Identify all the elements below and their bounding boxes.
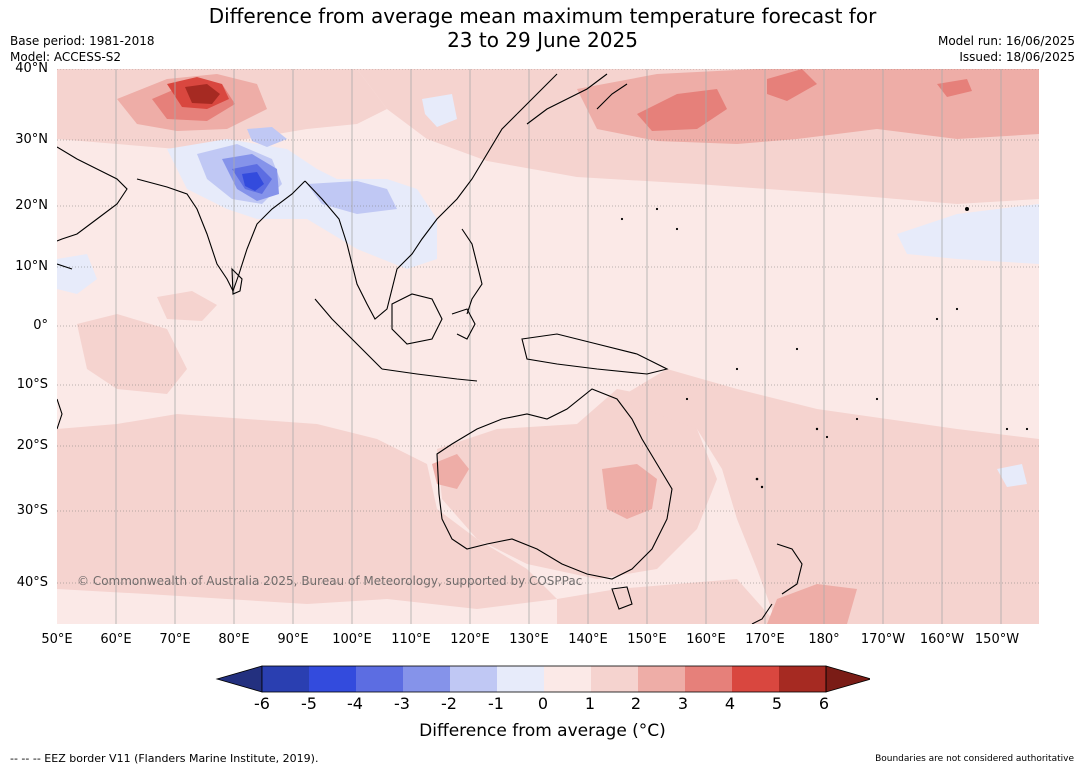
colorbar-segment <box>497 666 544 692</box>
lat-label-40s: 40°S <box>16 575 48 590</box>
colorbar-tick-m1: -1 <box>488 694 504 713</box>
colorbar-segment <box>309 666 356 692</box>
lon-label-160w: 160°W <box>919 632 965 647</box>
lon-label-50e: 50°E <box>41 632 73 647</box>
colorbar-extend-low <box>215 665 263 693</box>
lat-label-10s: 10°S <box>16 377 48 392</box>
lon-label-160e: 160°E <box>686 632 726 647</box>
map-title-line2: 23 to 29 June 2025 <box>447 28 638 52</box>
base-period: Base period: 1981-2018 <box>10 34 155 48</box>
colorbar-tick-6: 6 <box>818 694 830 713</box>
lon-label-120e: 120°E <box>450 632 490 647</box>
eez-border-note: -- -- -- EEZ border V11 (Flanders Marine… <box>10 752 319 765</box>
colorbar-segment <box>685 666 732 692</box>
colorbar-tick-m2: -2 <box>441 694 457 713</box>
lat-label-20s: 20°S <box>16 438 48 453</box>
lat-label-equator: 0° <box>33 318 48 333</box>
longitude-gridlines <box>115 69 1002 624</box>
lat-label-10n: 10°N <box>15 259 48 274</box>
lon-label-70e: 70°E <box>159 632 191 647</box>
anomaly-map <box>57 69 1039 624</box>
colorbar-segment <box>779 666 826 692</box>
lon-label-130e: 130°E <box>509 632 549 647</box>
lon-label-90e: 90°E <box>277 632 309 647</box>
lon-label-170w: 170°W <box>860 632 906 647</box>
colorbar-tick-5: 5 <box>771 694 783 713</box>
colorbar-segment <box>262 666 309 692</box>
colorbar-tick-m5: -5 <box>301 694 317 713</box>
colorbar-segment <box>732 666 779 692</box>
anomaly-zone-5-6 <box>185 84 220 104</box>
lon-label-150e: 150°E <box>627 632 667 647</box>
model-run: Model run: 16/06/2025 <box>937 34 1075 48</box>
lon-label-100e: 100°E <box>332 632 372 647</box>
coastlines <box>57 73 803 624</box>
colorbar-tick-m3: -3 <box>394 694 410 713</box>
colorbar-tick-2: 2 <box>630 694 642 713</box>
colorbar-segments <box>215 665 870 693</box>
lon-label-110e: 110°E <box>391 632 431 647</box>
colorbar-segment <box>450 666 497 692</box>
colorbar-tick-4: 4 <box>724 694 736 713</box>
lon-label-150w: 150°W <box>974 632 1020 647</box>
lat-label-30s: 30°S <box>16 503 48 518</box>
colorbar-tick-m6: -6 <box>254 694 270 713</box>
colorbar-segment <box>356 666 403 692</box>
colorbar-border <box>261 665 827 693</box>
colorbar-tick-3: 3 <box>677 694 689 713</box>
lon-label-170e: 170°E <box>745 632 785 647</box>
map-title: Difference from average mean maximum tem… <box>0 4 1085 52</box>
colorbar-segment <box>403 666 450 692</box>
lon-label-140e: 140°E <box>568 632 608 647</box>
lat-label-40n: 40°N <box>15 61 48 76</box>
map-title-line1: Difference from average mean maximum tem… <box>208 4 877 28</box>
issued-date: Issued: 18/06/2025 <box>959 50 1075 64</box>
lon-label-80e: 80°E <box>218 632 250 647</box>
colorbar-segment <box>544 666 591 692</box>
colorbar-segment <box>638 666 685 692</box>
copyright-notice: © Commonwealth of Australia 2025, Bureau… <box>77 574 583 588</box>
meta-right: Model run: 16/06/2025 Issued: 18/06/2025 <box>938 33 1075 65</box>
lon-label-60e: 60°E <box>100 632 132 647</box>
pacific-islands <box>620 207 1029 489</box>
lon-label-180: 180° <box>808 632 840 647</box>
meta-left: Base period: 1981-2018 Model: ACCESS-S2 <box>10 33 155 65</box>
model-name: Model: ACCESS-S2 <box>10 50 122 64</box>
anomaly-zone-2-3 <box>117 69 1039 624</box>
colorbar-label: Difference from average (°C) <box>419 721 666 741</box>
colorbar-tick-1: 1 <box>584 694 596 713</box>
colorbar-extend-high <box>825 665 870 693</box>
anomaly-map-svg <box>57 69 1039 624</box>
boundary-disclaimer: Boundaries are not considered authoritat… <box>875 754 1074 764</box>
colorbar-tick-m4: -4 <box>347 694 363 713</box>
colorbar-tick-0: 0 <box>537 694 549 713</box>
colorbar <box>215 665 870 693</box>
lat-label-20n: 20°N <box>15 198 48 213</box>
lat-label-30n: 30°N <box>15 132 48 147</box>
colorbar-segment <box>591 666 638 692</box>
